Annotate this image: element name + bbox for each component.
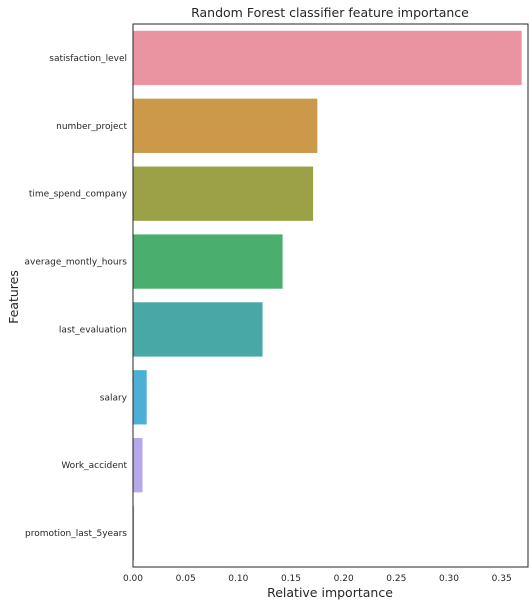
x-ticks: 0.00 0.05 0.10 0.15 0.20 0.25 0.30 0.35: [123, 574, 512, 584]
x-tick-label: 0.10: [228, 574, 248, 584]
x-tick-label: 0.15: [281, 574, 301, 584]
chart-title: Random Forest classifier feature importa…: [191, 5, 469, 20]
bar-Work_accident: [133, 438, 143, 493]
y-tick-label: average_montly_hours: [25, 258, 128, 268]
x-tick-label: 0.30: [439, 574, 459, 584]
x-axis-label: Relative importance: [267, 585, 393, 600]
y-tick-label: Work_accident: [61, 461, 127, 471]
y-tick-label: salary: [100, 393, 128, 403]
bar-average_montly_hours: [133, 234, 283, 289]
plot-frame: [132, 23, 529, 568]
bar-number_project: [133, 98, 318, 153]
x-tick-label: 0.20: [334, 574, 354, 584]
x-tick-label: 0.05: [176, 574, 196, 584]
y-tick-labels: satisfaction_level number_project time_spe…: [25, 54, 128, 539]
bar-promotion_last_5years: [133, 505, 135, 561]
bars-group: [133, 30, 522, 561]
bar-satisfaction_level: [133, 30, 522, 86]
y-tick-label: last_evaluation: [59, 325, 127, 335]
bar-last_evaluation: [133, 302, 263, 357]
x-tick-label: 0.00: [123, 574, 143, 584]
y-tick-label: satisfaction_level: [49, 54, 127, 64]
x-tick-label: 0.35: [492, 574, 512, 584]
bar-salary: [133, 370, 147, 425]
bar-time_spend_company: [133, 166, 314, 221]
y-tick-label: time_spend_company: [29, 190, 128, 200]
y-axis-label: Features: [6, 270, 21, 324]
x-tick-label: 0.25: [386, 574, 406, 584]
y-tick-label: number_project: [56, 122, 127, 132]
y-tick-label: promotion_last_5years: [25, 529, 127, 539]
